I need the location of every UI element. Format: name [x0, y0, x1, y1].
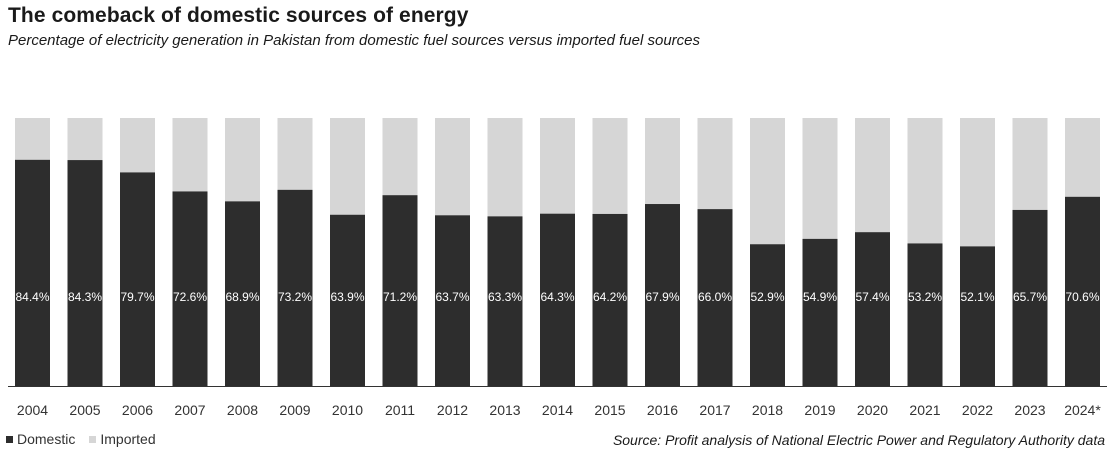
bar-imported-2016 — [645, 118, 680, 205]
bar-domestic-2014 — [540, 213, 575, 386]
x-tick-label-2024: 2024* — [1064, 402, 1101, 418]
bar-imported-2010 — [330, 118, 365, 215]
x-tick-label-2011: 2011 — [385, 402, 415, 418]
x-tick-label-2006: 2006 — [122, 402, 153, 418]
bar-domestic-2023 — [1012, 209, 1048, 386]
data-label-2016: 67.9% — [645, 290, 679, 304]
legend-label-domestic: Domestic — [17, 431, 76, 447]
bar-imported-2007 — [172, 118, 208, 192]
bar-domestic-2020 — [855, 232, 890, 386]
bar-imported-2009 — [277, 118, 313, 190]
bar-domestic-2013 — [487, 216, 523, 386]
data-label-2015: 64.2% — [593, 290, 627, 304]
bar-imported-2023 — [1012, 118, 1048, 210]
bar-domestic-2006 — [120, 172, 155, 386]
bar-imported-2013 — [487, 118, 523, 217]
data-label-2005: 84.3% — [68, 290, 102, 304]
data-label-2020: 57.4% — [855, 290, 889, 304]
x-tick-label-2005: 2005 — [69, 402, 100, 418]
data-label-2021: 53.2% — [908, 290, 942, 304]
data-label-2013: 63.3% — [488, 290, 522, 304]
legend-label-imported: Imported — [100, 431, 156, 447]
data-label-2012: 63.7% — [435, 290, 469, 304]
x-tick-label-2017: 2017 — [699, 402, 730, 418]
bar-domestic-2019 — [802, 238, 838, 386]
x-tick-label-2010: 2010 — [332, 402, 363, 418]
x-tick-label-2012: 2012 — [437, 402, 468, 418]
legend: Domestic Imported — [6, 431, 170, 447]
bar-imported-2017 — [697, 118, 733, 210]
data-label-2023: 65.7% — [1013, 290, 1047, 304]
chart-subtitle: Percentage of electricity generation in … — [8, 32, 700, 49]
data-label-2004: 84.4% — [15, 290, 49, 304]
bar-domestic-2007 — [172, 191, 208, 386]
x-tick-label-2004: 2004 — [17, 402, 48, 418]
bar-domestic-2008 — [225, 201, 260, 386]
legend-swatch-domestic — [6, 435, 13, 443]
x-tick-label-2016: 2016 — [647, 402, 678, 418]
legend-swatch-imported — [89, 435, 97, 443]
bar-imported-2018 — [750, 118, 785, 245]
bar-imported-2020 — [855, 118, 890, 233]
x-tick-label-2013: 2013 — [489, 402, 520, 418]
source-note: Source: Profit analysis of National Elec… — [612, 432, 1105, 448]
bar-domestic-2017 — [697, 209, 733, 386]
bar-domestic-2012 — [435, 215, 470, 386]
bar-imported-2015 — [592, 118, 628, 214]
data-label-2009: 73.2% — [278, 290, 312, 304]
x-tick-label-2008: 2008 — [227, 402, 258, 418]
chart-title: The comeback of domestic sources of ener… — [8, 4, 469, 27]
bar-domestic-2016 — [645, 204, 680, 386]
bar-domestic-2015 — [592, 213, 628, 386]
bar-imported-2004 — [15, 118, 50, 160]
x-tick-label-2018: 2018 — [752, 402, 783, 418]
bar-domestic-2010 — [330, 214, 365, 386]
x-tick-label-2023: 2023 — [1014, 402, 1045, 418]
data-label-2006: 79.7% — [120, 290, 154, 304]
x-tick-label-2015: 2015 — [594, 402, 625, 418]
bar-domestic-2004 — [15, 159, 50, 386]
x-tick-label-2014: 2014 — [542, 402, 573, 418]
data-label-2010: 63.9% — [330, 290, 364, 304]
bar-domestic-2005 — [67, 160, 103, 386]
bar-domestic-2009 — [277, 189, 313, 386]
bar-domestic-2018 — [750, 244, 785, 386]
bar-imported-2005 — [67, 118, 103, 161]
bar-imported-2021 — [907, 118, 943, 244]
bar-imported-2014 — [540, 118, 575, 214]
bar-imported-2008 — [225, 118, 260, 202]
bar-imported-2024 — [1065, 118, 1100, 197]
data-label-2019: 54.9% — [803, 290, 837, 304]
data-label-2017: 66.0% — [698, 290, 732, 304]
bar-domestic-2024 — [1065, 196, 1100, 386]
data-label-2007: 72.6% — [173, 290, 207, 304]
data-label-2022: 52.1% — [960, 290, 994, 304]
legend-item-domestic: Domestic — [6, 431, 75, 447]
data-label-2008: 68.9% — [225, 290, 259, 304]
bar-imported-2011 — [382, 118, 418, 196]
x-tick-label-2022: 2022 — [962, 402, 993, 418]
bar-imported-2006 — [120, 118, 155, 173]
bar-domestic-2011 — [382, 195, 418, 386]
data-label-2011: 71.2% — [383, 290, 417, 304]
x-tick-label-2021: 2021 — [909, 402, 940, 418]
bar-imported-2022 — [960, 118, 995, 247]
bar-imported-2012 — [435, 118, 470, 216]
bar-imported-2019 — [802, 118, 838, 239]
bar-domestic-2022 — [960, 246, 995, 386]
x-tick-label-2019: 2019 — [804, 402, 835, 418]
data-label-2018: 52.9% — [750, 290, 784, 304]
data-label-2014: 64.3% — [540, 290, 574, 304]
legend-item-imported: Imported — [89, 431, 156, 447]
bar-domestic-2021 — [907, 243, 943, 386]
data-label-2024: 70.6% — [1065, 290, 1099, 304]
x-tick-label-2007: 2007 — [174, 402, 205, 418]
x-tick-label-2009: 2009 — [279, 402, 310, 418]
x-tick-label-2020: 2020 — [857, 402, 888, 418]
